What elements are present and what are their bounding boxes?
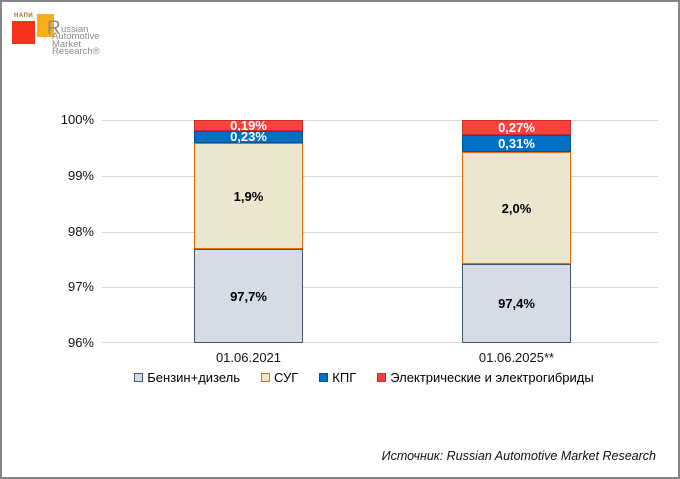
y-axis-label: 96%: [67, 335, 94, 350]
gridline: [102, 120, 658, 121]
legend-marker-icon: [319, 373, 329, 382]
bar-segment: 0,27%: [462, 120, 571, 136]
bar-segment: 0,31%: [462, 135, 571, 153]
legend-item: СУГ: [261, 370, 298, 385]
segment-label: 97,4%: [498, 295, 535, 311]
logo-brand-line: Market: [52, 38, 82, 50]
legend-label: КПГ: [332, 370, 357, 385]
legend-label: СУГ: [274, 370, 299, 385]
x-axis-label: 01.06.2021: [215, 350, 282, 365]
legend: Бензин+дизель СУГ КПГ Электрические и элект…: [2, 370, 678, 385]
segment-label: 0,23%: [230, 129, 267, 145]
logo-drop-cap: R: [47, 18, 61, 39]
legend-label: Бензин+дизель: [147, 370, 241, 385]
logo-brand-text: R ussian Automotive Market Research®: [47, 18, 100, 57]
bar-segment: 97,4%: [462, 263, 571, 343]
source-note: Источник: Russian Automotive Market Rese…: [381, 449, 656, 463]
legend-marker-icon: [377, 373, 387, 382]
gridline: [102, 175, 658, 177]
bar-segment: 0,23%: [194, 129, 303, 145]
segment-label: 0,31%: [498, 136, 535, 152]
bar: 0,27% 0,31% 2,0% 97,4%: [462, 120, 571, 343]
plot-area: 100% 99% 98% 97% 96% 0,19% 0,23% 1,9% 97,7% 01.06…: [61, 112, 658, 365]
segment-label: 2,0%: [501, 200, 532, 216]
logo-red-square-icon: [12, 21, 35, 44]
y-axis-label: 98%: [67, 223, 94, 239]
segment-label: 97,7%: [230, 288, 267, 304]
segment-label: 0,27%: [498, 120, 535, 136]
legend-label: Электрические и электрогибриды: [390, 370, 594, 385]
legend-item: Бензин+дизель: [134, 370, 240, 385]
x-axis-label: 01.06.2025**: [478, 350, 555, 365]
logo-brand-lines: ussian Automotive Market Research®: [52, 20, 100, 56]
logo: НАПИ R ussian Automotive Market Research…: [2, 2, 202, 72]
bar-segment: 97,7%: [194, 249, 303, 343]
gridline: [102, 342, 658, 343]
legend-marker-icon: [261, 373, 271, 382]
bar-segment: 0,19%: [194, 117, 303, 133]
bar: 0,19% 0,23% 1,9% 97,7%: [194, 117, 303, 343]
gridline: [102, 231, 658, 233]
y-axis-label: 100%: [60, 112, 94, 127]
gridline: [102, 287, 658, 289]
logo-brand-line: Research®: [52, 46, 100, 58]
legend-item: КПГ: [319, 370, 356, 385]
bar-segment: 2,0%: [462, 152, 571, 264]
segment-label: 0,19%: [230, 117, 267, 133]
y-axis-label: 99%: [67, 167, 94, 183]
y-axis-label: 97%: [67, 279, 94, 295]
legend-marker-icon: [134, 373, 144, 382]
segment-label: 1,9%: [233, 188, 264, 204]
logo-orange-square-icon: [37, 14, 54, 37]
logo-napi-text: НАПИ: [14, 13, 34, 19]
legend-item: Электрические и электрогибриды: [377, 370, 594, 385]
logo-brand-line: Automotive: [52, 31, 100, 43]
bar-segment: 1,9%: [194, 143, 303, 250]
logo-brand-line: ussian: [61, 24, 89, 35]
